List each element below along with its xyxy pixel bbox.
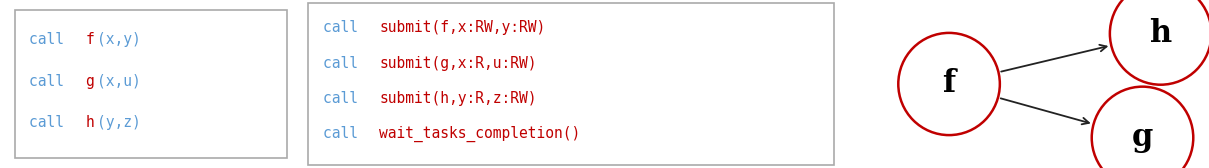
- FancyBboxPatch shape: [15, 10, 287, 158]
- Text: call: call: [29, 32, 73, 47]
- Text: f: f: [86, 32, 94, 47]
- Ellipse shape: [1110, 0, 1209, 85]
- Text: (x,y): (x,y): [97, 32, 140, 47]
- Text: (y,z): (y,z): [97, 115, 140, 130]
- Text: (x,u): (x,u): [97, 74, 140, 89]
- Text: call: call: [323, 127, 366, 141]
- Text: g: g: [86, 74, 94, 89]
- Text: call: call: [29, 115, 73, 130]
- Text: call: call: [323, 56, 366, 71]
- Text: call: call: [29, 74, 73, 89]
- Text: h: h: [1150, 18, 1172, 49]
- Text: h: h: [86, 115, 94, 130]
- Text: g: g: [1132, 122, 1153, 153]
- Text: submit(f,x:RW,y:RW): submit(f,x:RW,y:RW): [380, 20, 545, 35]
- Text: call: call: [323, 91, 366, 106]
- Text: call: call: [323, 20, 366, 35]
- Text: submit(g,x:R,u:RW): submit(g,x:R,u:RW): [380, 56, 537, 71]
- FancyBboxPatch shape: [308, 3, 834, 165]
- Ellipse shape: [898, 33, 1000, 135]
- Text: submit(h,y:R,z:RW): submit(h,y:R,z:RW): [380, 91, 537, 106]
- Text: wait_tasks_completion(): wait_tasks_completion(): [380, 126, 580, 142]
- Ellipse shape: [1092, 87, 1193, 168]
- Text: f: f: [943, 69, 955, 99]
